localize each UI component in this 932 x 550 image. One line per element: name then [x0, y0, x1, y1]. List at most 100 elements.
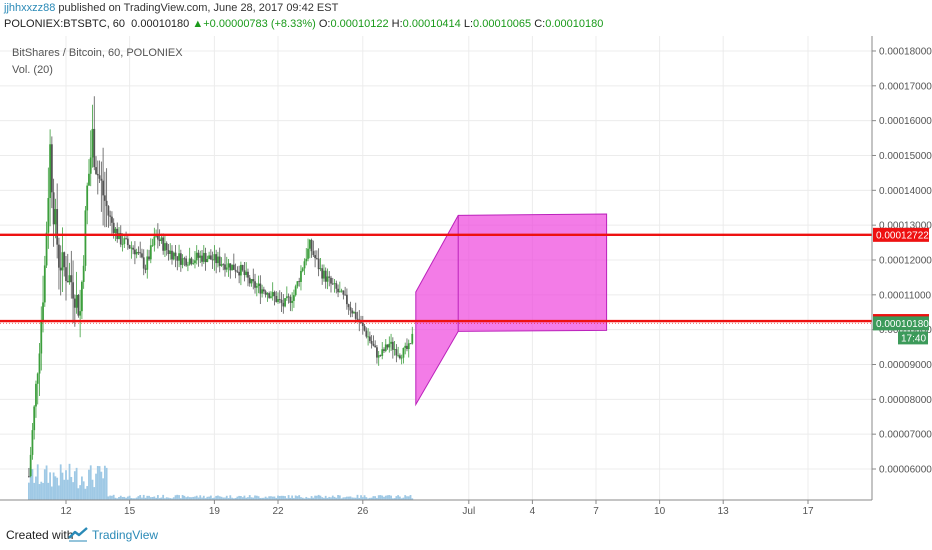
candle-body [40, 320, 43, 354]
candle-body [91, 128, 94, 158]
candle-body [300, 270, 302, 282]
candle-body [264, 291, 267, 295]
candle-body [100, 178, 103, 181]
y-tick-label: 0.00018000 [879, 46, 932, 57]
last-price-tag-bg [873, 316, 929, 331]
volume-bar [326, 497, 329, 500]
volume-bar [33, 482, 36, 500]
volume-bar [47, 482, 50, 500]
volume-bar [361, 497, 364, 500]
volume-bar [390, 495, 392, 500]
horizontal-lines[interactable] [0, 215, 872, 332]
candle-body [162, 237, 165, 251]
volume-bar [98, 466, 101, 500]
volume-bar [404, 495, 407, 500]
volume-bar [384, 495, 387, 500]
candle-body [296, 281, 299, 287]
time-axis[interactable]: 12 19 26 Jul 4 7 10 13 17 15 22 [60, 500, 814, 517]
volume-bar [54, 476, 57, 500]
candle-body [172, 252, 175, 260]
chart-header: jjhhxxzz88 published on TradingView.com,… [0, 0, 932, 36]
price-axis[interactable]: 0.00006000 0.00007000 0.00008000 0.00009000… [872, 46, 932, 475]
candle-body [70, 275, 73, 283]
candle-body [303, 261, 306, 269]
candle-body [383, 349, 385, 351]
volume-bar [183, 495, 186, 500]
candle-body [135, 251, 138, 255]
x-tick-label: 15 [124, 506, 136, 517]
tradingview-brand[interactable]: TradingView [92, 528, 159, 542]
candle-body [342, 290, 345, 295]
candle-body [386, 344, 389, 348]
volume-bar [43, 469, 46, 500]
candle-body [31, 430, 34, 455]
candle-body [146, 256, 149, 270]
candle-body [149, 245, 152, 260]
candle-body [137, 251, 140, 253]
candle-body [245, 271, 248, 276]
volume-bar [77, 488, 80, 500]
candle-body [298, 281, 301, 283]
candle-body [33, 406, 36, 431]
volume-bar [323, 497, 325, 500]
candle-body [59, 267, 62, 271]
candle-body [148, 256, 150, 260]
candle-body [29, 454, 32, 477]
volume-bar [118, 496, 120, 500]
volume-bar [58, 485, 60, 500]
candle-body [353, 312, 355, 314]
candle-body [368, 336, 371, 341]
price-chart[interactable]: 0.00006000 0.00007000 0.00008000 0.00009000… [0, 36, 932, 518]
volume-bar [409, 495, 412, 500]
candle-body [255, 285, 258, 288]
candle-body [354, 312, 357, 319]
volume-bar [407, 496, 410, 500]
volume-bars [28, 463, 414, 500]
created-with-label: Created with [6, 528, 74, 542]
author-link[interactable]: jjhhxxzz88 [4, 2, 56, 14]
candle-body [374, 345, 377, 348]
candle-body [315, 258, 318, 259]
volume-bar [346, 496, 348, 500]
low-label: L: [463, 18, 474, 30]
volume-bar [381, 495, 384, 500]
volume-bar [156, 495, 159, 500]
volume-bar [82, 481, 85, 500]
candle-body [328, 276, 331, 278]
candle-body [36, 373, 39, 384]
candle-body [183, 258, 186, 260]
candle-body [388, 343, 391, 348]
volume-bar [399, 496, 401, 500]
candle-body [199, 255, 202, 258]
volume-bar [377, 495, 380, 500]
volume-bar [293, 498, 295, 500]
volume-bar [397, 495, 400, 500]
candle-body [268, 293, 271, 298]
volume-bar [374, 496, 377, 500]
candle-body [206, 258, 209, 263]
volume-bar [66, 479, 69, 500]
candle-body [338, 291, 341, 293]
volume-bar [185, 497, 188, 500]
y-tick-label: 0.00009000 [879, 360, 932, 371]
volume-bar [241, 497, 244, 500]
volume-bar [188, 497, 191, 500]
volume-bar [254, 495, 256, 500]
volume-bar [197, 497, 200, 500]
candle-body [181, 258, 184, 265]
candle-body [404, 345, 407, 348]
footer: Created with TradingView [0, 518, 932, 550]
y-tick-label: 0.00007000 [879, 430, 932, 441]
volume-bar [289, 497, 292, 500]
volume-bar [321, 497, 324, 500]
candle-body [192, 263, 195, 264]
candle-body [319, 268, 322, 270]
volume-bar [376, 497, 378, 500]
volume-bar [360, 495, 362, 500]
candle-body [111, 216, 113, 223]
volume-bar [194, 496, 196, 500]
volume-bar [275, 497, 278, 500]
candle-body [195, 252, 198, 261]
volume-bar [114, 497, 117, 500]
